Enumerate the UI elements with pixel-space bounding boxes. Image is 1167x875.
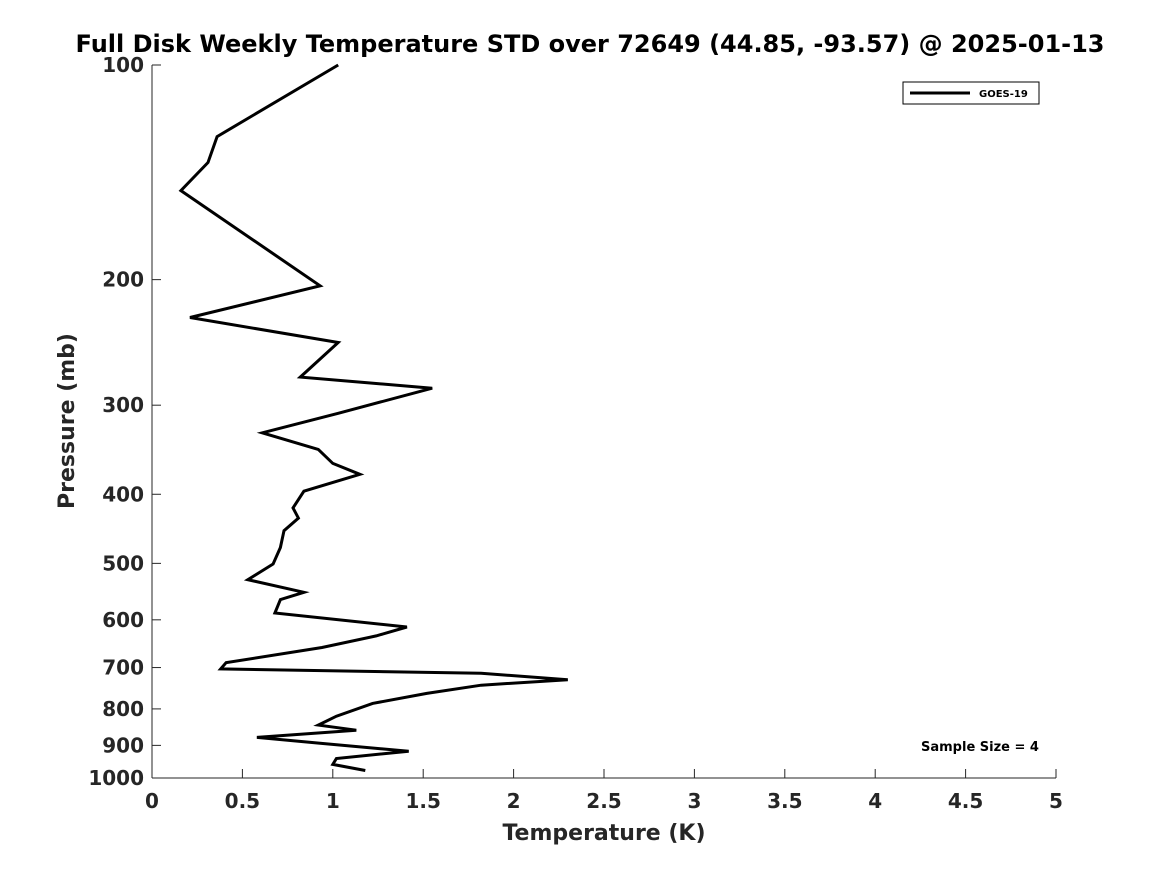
x-tick-label: 0 [145,789,159,813]
y-axis-ticks: 100 200 300 400 500 600 700 800 900 1000 [88,53,161,790]
x-tick-label: 2 [507,789,521,813]
y-tick-label: 1000 [88,766,144,790]
y-tick-label: 100 [102,53,144,77]
x-tick-label: 1 [326,789,340,813]
x-tick-label: 1.5 [405,789,440,813]
x-tick-label: 4 [868,789,882,813]
y-tick-label: 500 [102,551,144,575]
chart-title: Full Disk Weekly Temperature STD over 72… [76,30,1105,58]
x-tick-label: 3 [687,789,701,813]
x-tick-label: 2.5 [586,789,621,813]
y-tick-label: 200 [102,268,144,292]
y-axis-label: Pressure (mb) [55,333,80,509]
x-tick-label: 5 [1049,789,1063,813]
sample-size-annotation: Sample Size = 4 [921,740,1039,755]
y-tick-label: 600 [102,608,144,632]
y-tick-label: 900 [102,733,144,757]
x-axis-label: Temperature (K) [502,821,705,846]
legend-box [902,81,1040,105]
series-line-goes-19 [178,63,568,772]
legend: GOES-19 [902,81,1040,105]
y-tick-label: 400 [102,482,144,506]
y-tick-label: 800 [102,697,144,721]
x-tick-label: 0.5 [225,789,260,813]
x-tick-label: 3.5 [767,789,802,813]
y-tick-label: 700 [102,656,144,680]
y-tick-label: 300 [102,393,144,417]
x-axis-ticks: 0 0.5 1 1.5 2 2.5 3 3.5 4 4.5 5 [145,769,1063,813]
legend-label: GOES-19 [979,89,1028,100]
x-tick-label: 4.5 [948,789,983,813]
plot-area [178,63,568,772]
